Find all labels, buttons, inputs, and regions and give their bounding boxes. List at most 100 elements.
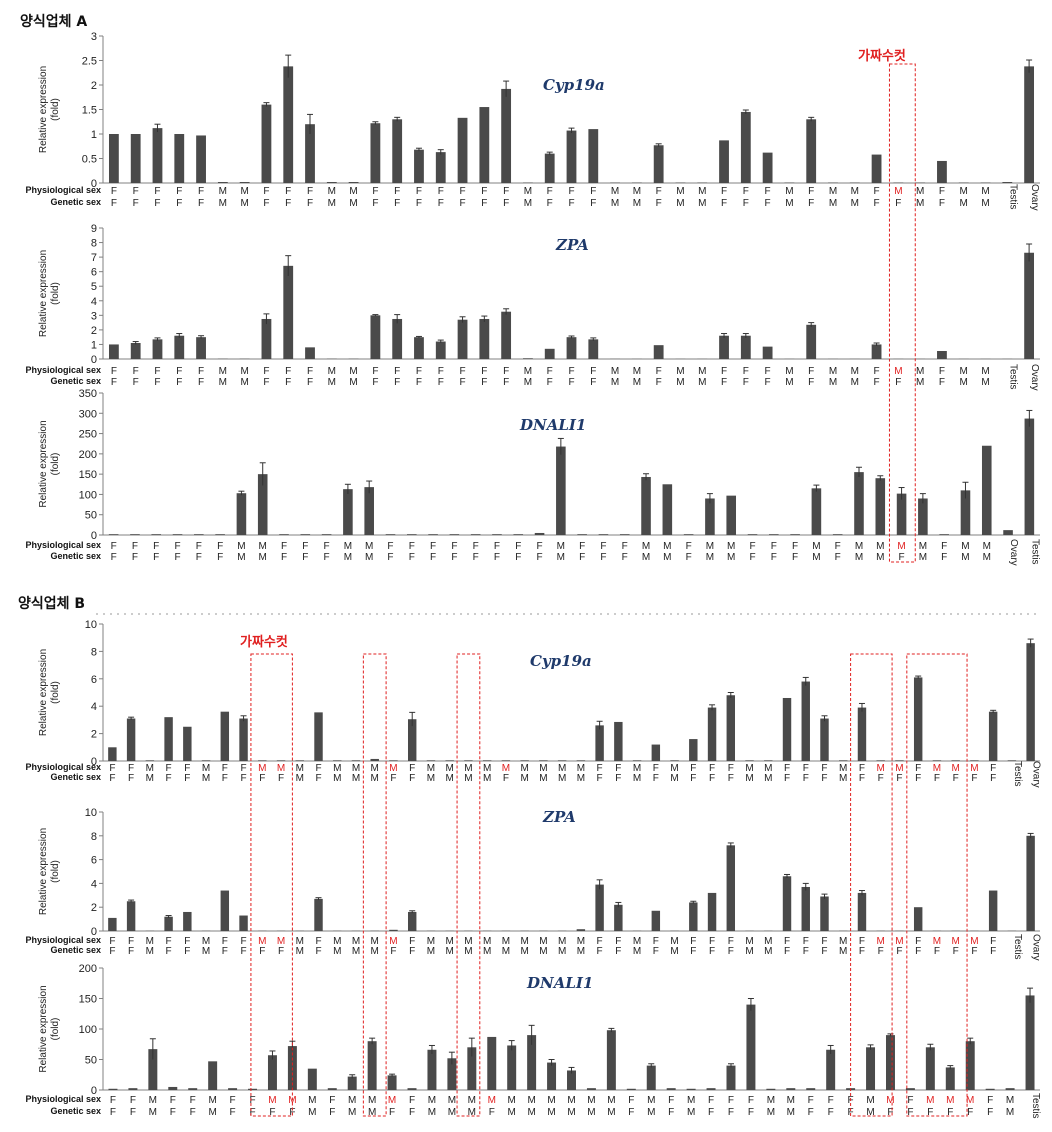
organ-tick-label: Testis (1029, 539, 1040, 565)
physiological-sex-value: F (537, 541, 543, 552)
y-axis-unit: (fold) (50, 860, 61, 883)
physiological-sex-value: F (109, 763, 115, 774)
physiological-sex-value: F (653, 763, 659, 774)
bar (435, 152, 446, 183)
physiological-sex-value: F (771, 541, 777, 552)
physiological-sex-value: F (690, 763, 696, 774)
bar (151, 534, 162, 535)
genetic-sex-value: M (296, 946, 304, 957)
genetic-sex-value: M (670, 773, 678, 784)
bar (726, 1065, 736, 1090)
bar (651, 910, 661, 931)
bar (267, 1055, 277, 1090)
genetic-sex-value: F (176, 198, 182, 209)
bar (445, 760, 454, 761)
genetic-sex-value: F (217, 552, 223, 563)
bar (457, 319, 468, 359)
bar (925, 1047, 935, 1090)
genetic-sex-value: M (981, 198, 989, 209)
physiological-sex-value: F (184, 936, 190, 947)
bar (152, 339, 163, 359)
genetic-sex-value: F (515, 552, 521, 563)
genetic-sex-value: F (887, 1107, 893, 1118)
physiological-sex-value: M (488, 1095, 496, 1106)
genetic-sex-value: M (558, 946, 566, 957)
y-axis-label: Relative expression (38, 828, 49, 915)
bar (389, 760, 398, 761)
physiological-sex-value: F (128, 936, 134, 947)
physiological-sex-value: M (894, 186, 902, 197)
physiological-sex-value: M (389, 763, 397, 774)
physiological-sex-value: M (787, 1095, 795, 1106)
genetic-sex-value: F (874, 377, 880, 388)
y-axis-label: Relative expression (38, 66, 49, 153)
physiological-sex-value: F (394, 186, 400, 197)
y-axis-unit: (fold) (50, 1018, 61, 1041)
genetic-sex-value: M (524, 377, 532, 388)
y-tick-label: 6 (91, 674, 97, 686)
genetic-sex-value: F (128, 773, 134, 784)
bar (820, 718, 829, 761)
bar (370, 315, 381, 359)
genetic-sex-value: F (315, 946, 321, 957)
bar (152, 128, 163, 183)
genetic-sex-value: M (706, 552, 714, 563)
bar (766, 1088, 776, 1090)
bar (970, 760, 979, 761)
genetic-sex-value: F (895, 198, 901, 209)
physiological-sex-value: F (285, 186, 291, 197)
y-tick-label: 3 (91, 31, 97, 43)
physiological-sex-value: F (579, 541, 585, 552)
physiological-sex-value: F (859, 763, 865, 774)
genetic-sex-value: F (372, 377, 378, 388)
bar (130, 134, 141, 183)
organ-tick-label: Ovary (1029, 184, 1040, 211)
physiological-sex-value: F (686, 541, 692, 552)
genetic-sex-value: M (764, 773, 772, 784)
physiological-sex-value: F (547, 366, 553, 377)
physiological-sex-value: M (855, 541, 863, 552)
genetic-sex-value: F (896, 946, 902, 957)
physiological-sex-value: F (568, 366, 574, 377)
genetic-sex-value: M (851, 377, 859, 388)
physiological-sex-value: F (110, 1095, 116, 1106)
physiological-sex-value: M (428, 1095, 436, 1106)
bar (885, 1035, 895, 1090)
organ-tick-label: Ovary (1031, 934, 1042, 961)
bar (566, 130, 577, 183)
genetic-sex-value: F (302, 552, 308, 563)
genetic-sex-value: F (547, 198, 553, 209)
bar (145, 760, 155, 761)
bar (261, 318, 272, 359)
physiological-sex-value: F (808, 1095, 814, 1106)
genetic-sex-value: F (307, 198, 313, 209)
bar (228, 1088, 238, 1090)
bar (172, 534, 183, 535)
bar (960, 490, 971, 535)
physiological-sex-value: M (960, 366, 968, 377)
physiological-sex-value: F (315, 763, 321, 774)
physiological-sex-value: M (745, 763, 753, 774)
bar (248, 1088, 258, 1090)
physiological-sex-value: M (676, 186, 684, 197)
genetic-sex-value: M (961, 552, 969, 563)
bar (108, 1088, 118, 1090)
physiological-sex-value: M (951, 936, 959, 947)
bar (896, 493, 907, 535)
genetic-sex-value: M (767, 1107, 775, 1118)
physiological-sex-value: F (249, 1095, 255, 1106)
genetic-sex-value: M (427, 946, 435, 957)
bar (745, 760, 754, 761)
genetic-sex-value: F (915, 773, 921, 784)
genetic-sex-value: F (285, 198, 291, 209)
genetic-sex-value: M (633, 946, 641, 957)
physiological-sex-value: M (970, 936, 978, 947)
genetic-sex-value: F (196, 552, 202, 563)
physiological-sex-value: F (176, 186, 182, 197)
bar (606, 1030, 616, 1090)
bar (598, 534, 609, 535)
physiological-sex-value: F (503, 186, 509, 197)
physiological-sex-value: F (653, 936, 659, 947)
physiological-sex-value: M (727, 541, 735, 552)
genetic-sex-value: M (866, 1107, 874, 1118)
